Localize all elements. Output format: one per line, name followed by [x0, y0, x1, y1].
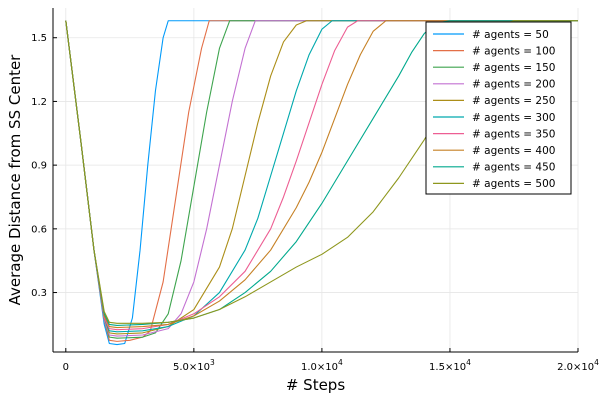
x-tick-label: 0 — [63, 362, 69, 373]
x-axis-title: # Steps — [286, 376, 345, 394]
y-tick-label: 1.2 — [31, 97, 47, 108]
y-tick-label: 0.9 — [31, 161, 47, 172]
x-tick-label: 1.5×104 — [429, 358, 471, 373]
legend-label-10: # agents = 500 — [472, 178, 555, 190]
series-line-8 — [65, 20, 578, 329]
legend-label-3: # agents = 150 — [472, 62, 555, 74]
legend-label-6: # agents = 300 — [472, 112, 555, 124]
series-line-7 — [65, 20, 578, 331]
x-tick-label: 1.0×104 — [301, 358, 343, 373]
x-tick-label: 5.0×103 — [173, 358, 215, 373]
series-line-9 — [65, 20, 578, 327]
y-axis-title: Average Distance from SS Center — [6, 54, 24, 306]
legend-label-1: # agents = 50 — [472, 29, 549, 41]
axes: 0 5.0×103 1.0×104 1.5×104 2.0×104 0.3 0.6 0.9 1.… — [31, 8, 599, 373]
x-tick-label: 2.0×104 — [557, 358, 599, 373]
legend-label-9: # agents = 450 — [472, 162, 555, 174]
legend: # agents = 50 # agents = 100 # agents = 15… — [425, 21, 572, 195]
y-tick-label: 0.6 — [31, 224, 47, 235]
y-tick-label: 0.3 — [31, 288, 47, 299]
y-tick-label: 1.5 — [31, 33, 47, 44]
legend-label-8: # agents = 400 — [472, 145, 555, 157]
legend-label-4: # agents = 200 — [472, 79, 555, 91]
legend-label-7: # agents = 350 — [472, 128, 555, 140]
legend-label-5: # agents = 250 — [472, 95, 555, 107]
legend-label-2: # agents = 100 — [472, 45, 555, 57]
